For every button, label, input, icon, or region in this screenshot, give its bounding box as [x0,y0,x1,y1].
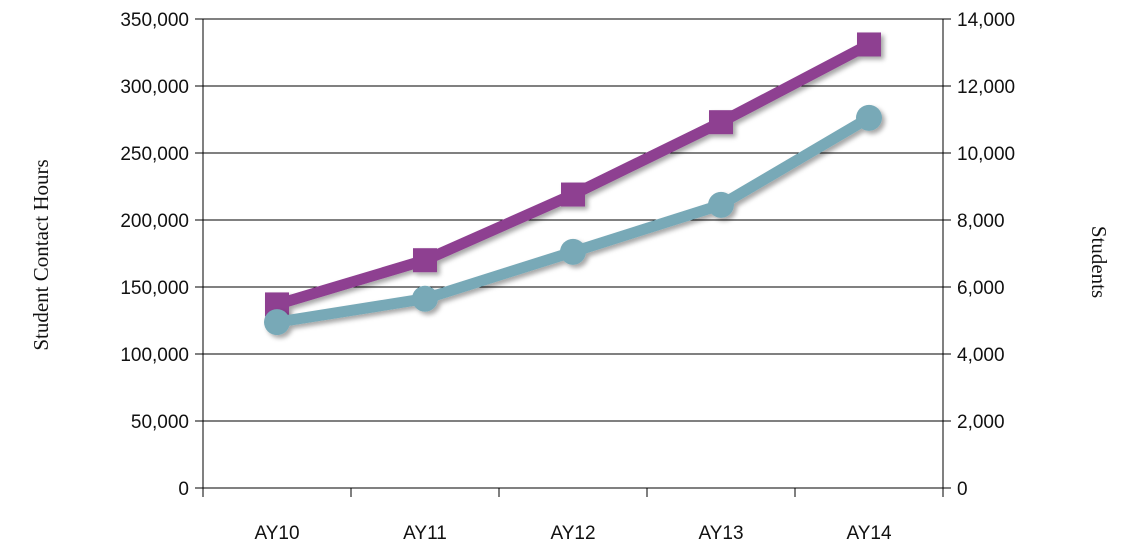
data-point-square [561,182,585,207]
right-axis-title: Students [1087,226,1111,298]
right-tick-label: 8,000 [957,211,1005,232]
x-tick-label: AY10 [254,523,299,544]
x-tick-label: AY11 [403,523,447,544]
left-tick-label: 0 [178,479,189,500]
right-tick-label: 14,000 [957,10,1015,31]
series [264,32,882,336]
x-tick-label: AY13 [698,523,743,544]
left-axis-title: Student Contact Hours [29,159,53,350]
axes: 0 0 50,000 2,000 100,000 4,000 150,000 6,000 200… [120,10,1015,544]
right-tick-label: 12,000 [957,77,1015,98]
left-tick-label: 250,000 [120,144,189,165]
left-tick-label: 350,000 [120,10,189,31]
right-tick-label: 10,000 [957,144,1015,165]
series-2 [264,104,882,336]
right-tick-label: 4,000 [957,345,1005,366]
data-point-circle [856,104,882,131]
left-tick-label: 50,000 [131,412,189,433]
x-tick-label: AY14 [846,523,892,544]
right-tick-label: 6,000 [957,278,1005,299]
series-1 [265,32,881,317]
left-tick-label: 200,000 [120,211,189,232]
axis-labels: Student Contact Hours Students [29,159,1111,350]
left-tick-label: 100,000 [120,345,189,366]
data-point-square [857,32,881,57]
right-tick-label: 2,000 [957,412,1005,433]
data-point-circle [412,285,438,312]
left-tick-label: 300,000 [120,77,189,98]
data-point-circle [560,238,586,265]
x-tick-label: AY12 [550,523,595,544]
data-point-square [709,110,733,135]
data-point-circle [708,191,734,218]
right-tick-label: 0 [957,479,968,500]
data-point-square [413,248,437,273]
data-point-circle [264,309,290,336]
left-tick-label: 150,000 [120,278,189,299]
